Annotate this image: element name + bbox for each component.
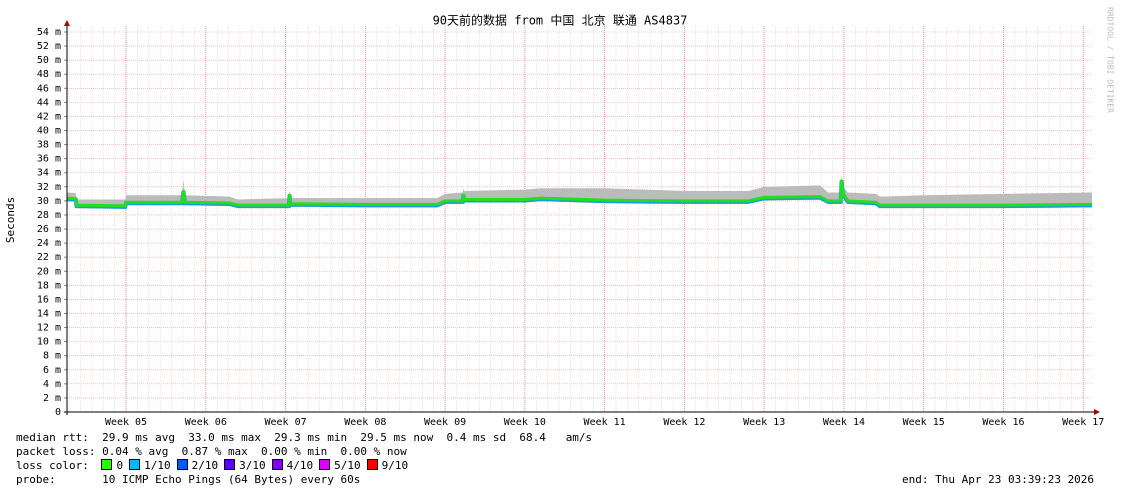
chart-title: 90天前的数据 from 中国 北京 联通 AS4837: [433, 13, 688, 28]
legend-label: 5/10: [334, 459, 361, 472]
legend-label: 9/10: [381, 459, 409, 472]
legend: loss color: 0 1/10 2/10 3/10 4/10 5/10 9/10: [16, 459, 408, 473]
y-tick-label: 44 m: [37, 97, 61, 108]
median-line: [66, 179, 1093, 208]
label: packet loss:: [16, 445, 96, 458]
legend-swatch: [224, 459, 236, 470]
y-tick-label: 14 m: [37, 308, 61, 319]
y-tick-label: 50 m: [37, 55, 61, 66]
y-tick-label: 30 m: [37, 196, 61, 207]
legend-label: 1/10: [144, 459, 171, 472]
legend-swatch: [176, 459, 188, 470]
watermark: RRDTOOL / TOBI OETIKER: [1106, 7, 1115, 113]
x-tick-label: Week 07: [264, 417, 306, 428]
legend-swatch: [366, 459, 378, 470]
legend-label: 2/10: [191, 459, 219, 472]
x-tick-label: Week 08: [344, 417, 386, 428]
stats-row: packet loss: 0.04 % avg 0.87 % max 0.00 …: [16, 445, 407, 459]
y-tick-label: 38 m: [37, 140, 61, 151]
value: 10 ICMP Echo Pings (64 Bytes) every 60s: [102, 473, 361, 486]
y-axis-label: Seconds: [4, 197, 17, 243]
x-tick-label: Week 16: [982, 417, 1024, 428]
x-tick-label: Week 11: [584, 417, 626, 428]
label: probe:: [16, 473, 56, 486]
arrow: [1094, 409, 1100, 415]
y-tick-label: 26 m: [37, 224, 61, 235]
y-tick-label: 52 m: [37, 41, 61, 52]
legend-swatch: [101, 459, 113, 470]
y-tick-label: 10 m: [37, 337, 61, 348]
y-tick-label: 32 m: [37, 182, 61, 193]
x-tick-label: Week 06: [185, 417, 227, 428]
y-tick-label: 20 m: [37, 266, 61, 277]
y-tick-label: 24 m: [37, 238, 61, 249]
y-tick-label: 22 m: [37, 252, 61, 263]
value: 0.04 % avg 0.87 % max 0.00 % min 0.00 % …: [102, 445, 407, 458]
legend-swatch: [271, 459, 283, 470]
y-tick-label: 46 m: [37, 83, 61, 94]
x-tick-label: Week 14: [823, 417, 865, 428]
y-tick-label: 36 m: [37, 154, 61, 165]
x-tick-label: Week 15: [903, 417, 945, 428]
legend-label: 3/10: [239, 459, 266, 472]
label: loss color:: [16, 459, 89, 472]
y-tick-label: 18 m: [37, 280, 61, 291]
x-tick-label: Week 13: [743, 417, 785, 428]
legend-swatch: [129, 459, 141, 470]
y-tick-label: 48 m: [37, 69, 61, 80]
stats-row: median rtt: 29.9 ms avg 33.0 ms max 29.3…: [16, 431, 592, 445]
y-tick-label: 28 m: [37, 210, 61, 221]
x-tick-label: Week 05: [105, 417, 147, 428]
y-tick-label: 0: [55, 407, 61, 418]
chart: 90天前的数据 from 中国 北京 联通 AS4837 Seconds RRD…: [4, 7, 1115, 428]
end-time: end: Thu Apr 23 03:39:23 2026: [902, 473, 1095, 486]
y-tick-label: 40 m: [37, 126, 61, 137]
x-tick-label: Week 17: [1062, 417, 1104, 428]
y-tick-label: 34 m: [37, 168, 61, 179]
x-tick-label: Week 10: [504, 417, 546, 428]
arrow: [64, 20, 70, 26]
y-tick-label: 4 m: [43, 379, 61, 390]
y-tick-label: 2 m: [43, 393, 61, 404]
y-tick-label: 42 m: [37, 111, 61, 122]
legend-label: 0: [116, 459, 124, 472]
label: median rtt:: [16, 431, 89, 444]
y-tick-label: 12 m: [37, 323, 61, 334]
y-tick-label: 8 m: [43, 351, 61, 362]
stats-row: probe: 10 ICMP Echo Pings (64 Bytes) eve…: [16, 473, 360, 487]
x-tick-label: Week 12: [663, 417, 705, 428]
y-tick-label: 16 m: [37, 294, 61, 305]
y-tick-label: 6 m: [43, 365, 61, 376]
x-tick-label: Week 09: [424, 417, 466, 428]
value: 29.9 ms avg 33.0 ms max 29.3 ms min 29.5…: [102, 431, 593, 444]
y-tick-label: 54 m: [37, 27, 61, 38]
legend-label: 4/10: [286, 459, 314, 472]
legend-swatch: [319, 459, 331, 470]
